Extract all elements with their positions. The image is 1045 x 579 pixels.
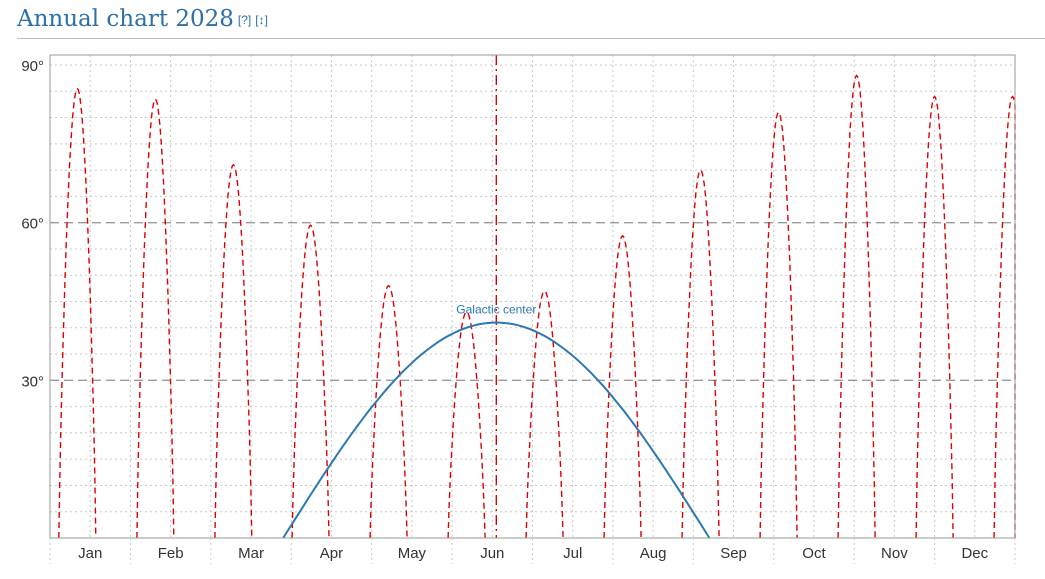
red-arc bbox=[214, 163, 253, 539]
red-arc bbox=[837, 74, 876, 539]
y-tick-label: 30° bbox=[21, 373, 44, 390]
month-label: Apr bbox=[320, 545, 343, 562]
month-label: Mar bbox=[238, 545, 264, 562]
axis-layer: 90° 60° 30° Jan Feb Mar Apr May Jun Jul Aug Sep Oct N… bbox=[21, 58, 1016, 564]
red-arc bbox=[291, 224, 330, 539]
red-arc bbox=[993, 95, 1016, 539]
month-label: Jun bbox=[480, 545, 504, 562]
red-arc bbox=[759, 111, 798, 539]
month-label: May bbox=[398, 545, 427, 562]
galactic-center-label: Galactic center bbox=[456, 303, 536, 317]
red-arc bbox=[525, 290, 564, 539]
month-label: Aug bbox=[640, 545, 667, 562]
help-link[interactable]: [?] bbox=[237, 13, 252, 27]
red-arc bbox=[681, 169, 720, 539]
y-tick-label: 90° bbox=[21, 58, 44, 75]
title-text: Annual chart 2028 bbox=[17, 6, 234, 32]
red-arc bbox=[136, 98, 175, 539]
month-label: Sep bbox=[720, 545, 747, 562]
month-label: Dec bbox=[961, 545, 988, 562]
red-arc bbox=[915, 95, 954, 539]
chart-header: Annual chart 2028 [?] [↕] bbox=[17, 0, 1045, 39]
month-label: Feb bbox=[158, 545, 184, 562]
month-label: Nov bbox=[881, 545, 908, 562]
page-title: Annual chart 2028 [?] [↕] bbox=[17, 6, 268, 32]
red-arc bbox=[58, 87, 97, 539]
grid-layer bbox=[50, 55, 1015, 538]
red-arc bbox=[369, 284, 408, 539]
y-tick-label: 60° bbox=[21, 216, 44, 233]
month-label: Oct bbox=[802, 545, 826, 562]
month-label: Jul bbox=[563, 545, 582, 562]
red-arc bbox=[447, 311, 486, 539]
month-label: Jan bbox=[78, 545, 102, 562]
series-layer: Galactic center bbox=[58, 55, 1016, 539]
download-link[interactable]: [↕] bbox=[255, 13, 268, 27]
galactic-center-line bbox=[282, 321, 711, 539]
red-arc bbox=[603, 234, 642, 539]
